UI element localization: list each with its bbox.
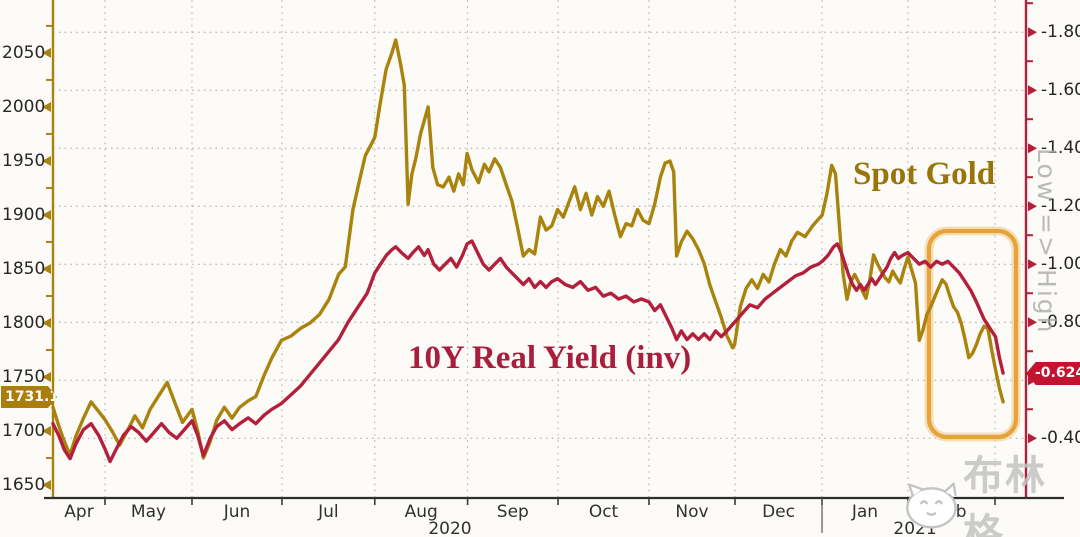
left-axis-tick-arrow xyxy=(42,372,51,383)
right-axis-tick-label: -1.80 xyxy=(1041,22,1080,43)
right-axis-tick-arrow xyxy=(1028,259,1037,270)
right-axis-tick-label: -1.40 xyxy=(1041,138,1080,159)
left-axis-tick-arrow xyxy=(42,317,51,328)
right-axis-tick-label: -0.40 xyxy=(1041,428,1080,449)
left-axis-tick-arrow xyxy=(42,101,51,112)
left-axis-tick-label: 2050 xyxy=(2,42,46,63)
left-axis-tick-arrow xyxy=(42,263,51,274)
left-axis-tick-label: 1750 xyxy=(2,367,46,387)
right-axis-tick-label: -0.80 xyxy=(1041,312,1080,333)
x-axis-month-label: Jul xyxy=(318,502,339,522)
left-axis-tick-label: 1650 xyxy=(2,475,46,496)
left-axis-tick-arrow xyxy=(42,426,51,437)
right-axis-tick-label: -1.00 xyxy=(1041,254,1080,275)
right-axis-tick-label: -1.20 xyxy=(1041,196,1080,217)
x-axis-year-label: 2020 xyxy=(428,519,472,537)
left-axis-tick-label: 2000 xyxy=(2,96,46,117)
x-axis-month-label: Aug xyxy=(404,502,438,522)
right-axis-tick-arrow xyxy=(1028,201,1037,212)
left-axis-tick-label: 1700 xyxy=(2,421,46,442)
x-axis-month-label: Nov xyxy=(675,502,709,522)
gold-last-price-badge: 1731.17 xyxy=(1,386,57,408)
left-axis-tick-arrow xyxy=(42,209,51,220)
x-axis-month-label: Apr xyxy=(64,502,94,522)
left-axis-tick-arrow xyxy=(42,47,51,58)
watermark: 布林格 xyxy=(898,447,1080,537)
real-yield-series-label: 10Y Real Yield (inv) xyxy=(408,340,692,376)
x-axis-month-label: Jan xyxy=(851,502,879,522)
right-axis-tick-arrow xyxy=(1028,433,1037,444)
right-axis-tick-arrow xyxy=(1028,85,1037,96)
right-axis-tick-arrow xyxy=(1028,143,1037,154)
right-axis-direction-caption: Low => High xyxy=(1032,148,1061,335)
right-axis-tick-arrow xyxy=(1028,27,1037,38)
left-axis-tick-label: 1800 xyxy=(2,312,46,333)
x-axis-month-label: Dec xyxy=(762,502,795,522)
left-axis-tick-arrow xyxy=(42,480,51,491)
left-axis-tick-label: 1950 xyxy=(2,150,46,171)
yield-last-value-badge: -0.6245 xyxy=(1026,362,1080,385)
x-axis-month-label: Jun xyxy=(223,502,251,522)
x-axis-month-label: Sep xyxy=(496,502,529,522)
left-axis-tick-label: 1850 xyxy=(2,258,46,279)
watermark-text: 布林格 xyxy=(963,453,1047,537)
right-axis-tick-arrow xyxy=(1028,317,1037,328)
real-yield-line xyxy=(51,239,1005,464)
x-axis-month-label: Oct xyxy=(588,502,619,522)
spot-gold-series-label: Spot Gold xyxy=(853,156,996,192)
right-axis-tick-label: -1.60 xyxy=(1041,80,1080,101)
left-axis-tick-label: 1900 xyxy=(2,204,46,225)
highlight-box-halo xyxy=(924,226,1021,442)
watermark-mascot-icon xyxy=(906,482,957,529)
highlight-box xyxy=(926,228,1019,440)
spot-gold-line xyxy=(51,38,1005,460)
x-axis-month-label: May xyxy=(130,502,167,522)
left-axis-tick-arrow xyxy=(42,155,51,166)
